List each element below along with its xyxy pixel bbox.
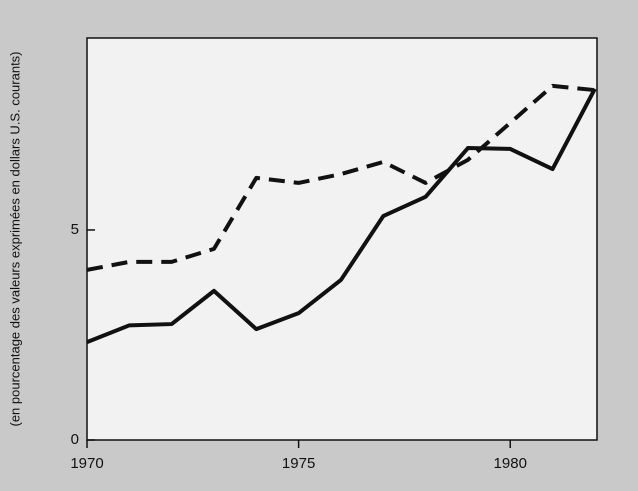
- x-tick-label: 1980: [494, 455, 527, 472]
- plot-area: [86, 37, 598, 441]
- data-line: [86, 83, 596, 272]
- y-tick-label: 5: [71, 221, 79, 238]
- x-tick-label: 1970: [70, 455, 103, 472]
- x-tick-label: 1975: [282, 455, 315, 472]
- y-tick-label: 0: [71, 431, 79, 448]
- y-axis-label: (en pourcentage des valeurs exprimées en…: [7, 51, 22, 426]
- data-line: [86, 87, 597, 344]
